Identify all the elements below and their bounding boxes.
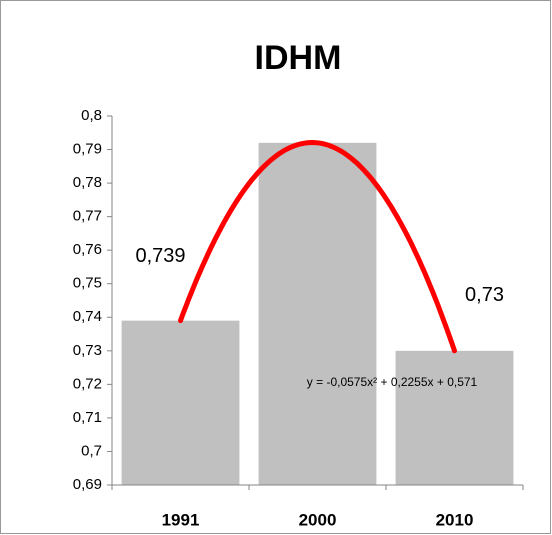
y-tick-label: 0,71 (73, 409, 102, 426)
trendline-equation: y = -0,0575x² + 0,2255x + 0,571 (307, 375, 478, 389)
y-tick-label: 0,74 (73, 308, 102, 325)
x-tick-label: 2000 (299, 510, 337, 529)
x-tick-label: 2010 (436, 510, 474, 529)
bar (395, 350, 514, 485)
trendline (178, 139, 457, 354)
y-tick-label: 0,77 (73, 208, 102, 225)
y-tick-label: 0,78 (73, 174, 102, 191)
y-tick-label: 0,75 (73, 275, 102, 292)
y-tick-label: 0,76 (73, 241, 102, 258)
bar (121, 320, 240, 485)
data-label: 0,739 (135, 245, 185, 267)
y-tick-label: 0,79 (73, 141, 102, 158)
y-tick-label: 0,8 (81, 107, 102, 124)
y-tick-label: 0,73 (73, 342, 102, 359)
y-tick-label: 0,7 (81, 442, 102, 459)
x-tick-label: 1991 (162, 510, 200, 529)
y-tick-label: 0,72 (73, 375, 102, 392)
data-label: 0,73 (465, 284, 504, 306)
y-tick-label: 0,69 (73, 476, 102, 493)
chart-title: IDHM (255, 39, 342, 77)
bar (258, 142, 377, 485)
